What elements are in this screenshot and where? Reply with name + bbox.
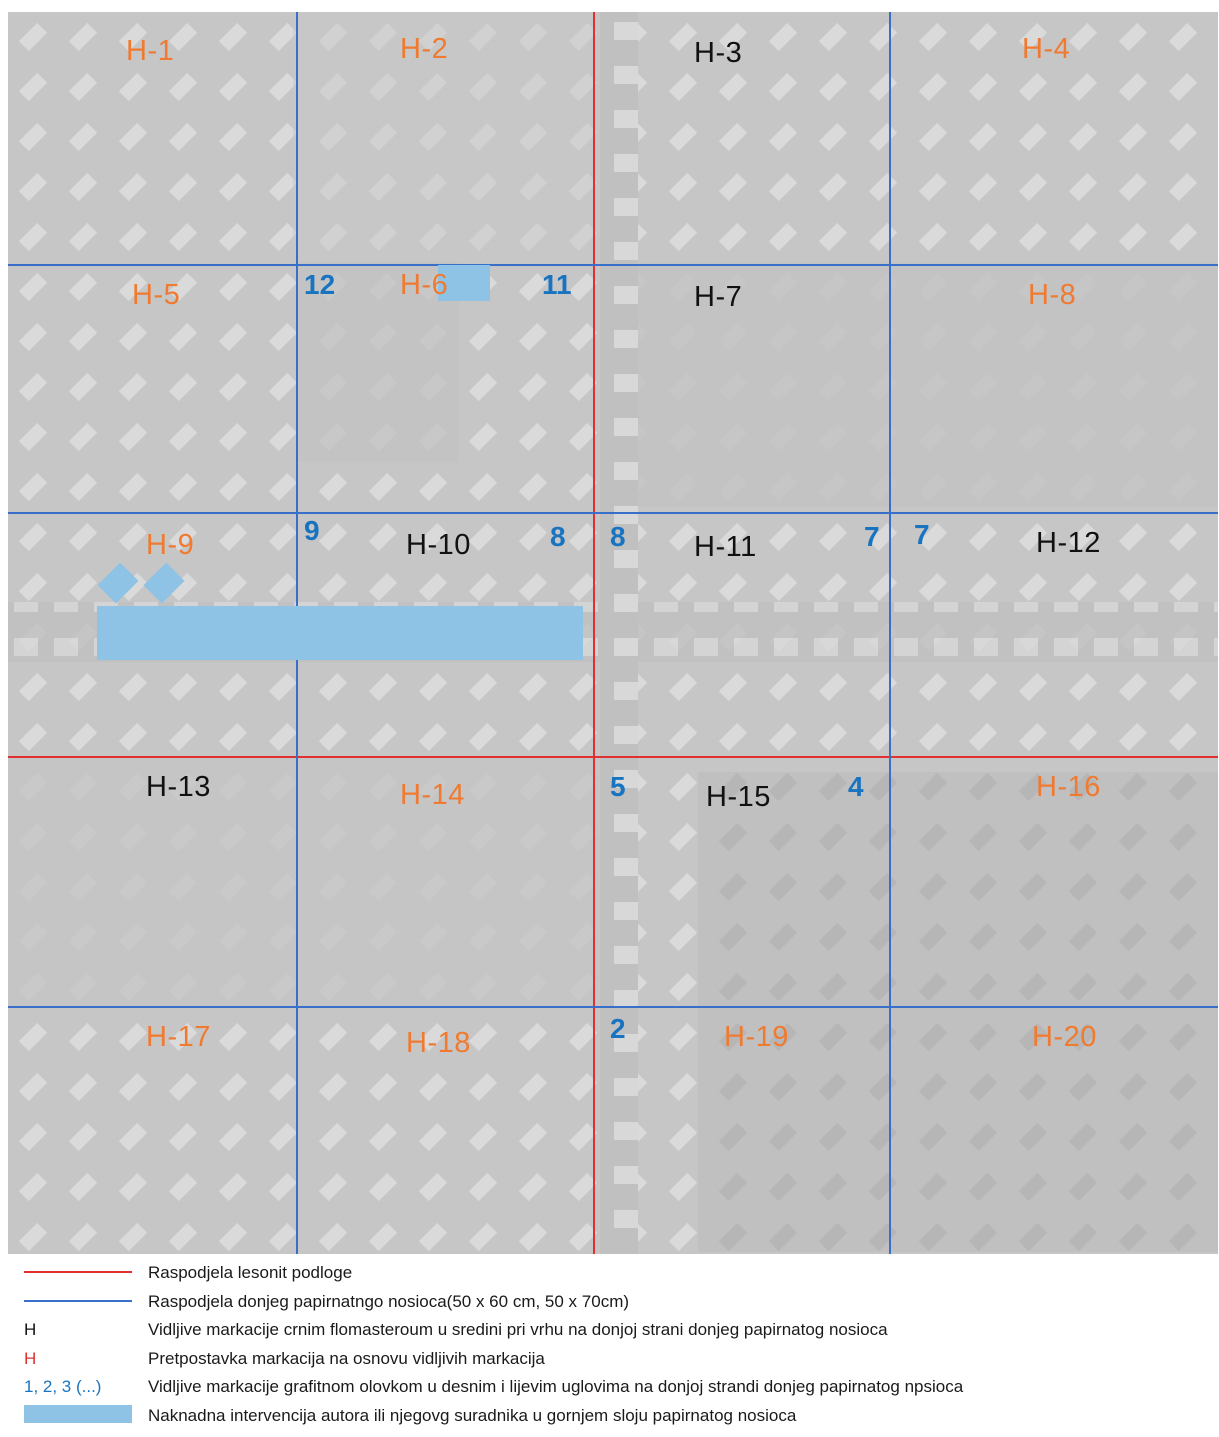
label-h-9: H-9 bbox=[146, 529, 195, 561]
label-h-3: H-3 bbox=[694, 37, 743, 69]
number-7-left: 7 bbox=[864, 521, 880, 552]
blue-horizontal-line-2 bbox=[8, 512, 1218, 514]
number-8-right: 8 bbox=[610, 521, 626, 552]
artwork-diagram: H-1 H-2 H-3 H-4 H-5 H-6 H-7 H-8 H-9 H-10… bbox=[8, 12, 1218, 1254]
label-h-16: H-16 bbox=[1036, 771, 1101, 803]
label-h-2: H-2 bbox=[400, 33, 449, 65]
label-h-14: H-14 bbox=[400, 779, 465, 811]
legend-row-black-h: H Vidljive markacije crnim flomasteroum … bbox=[8, 1315, 1208, 1344]
legend-row-red-line: Raspodjela lesonit podloge bbox=[8, 1258, 1208, 1287]
label-h-20: H-20 bbox=[1032, 1021, 1097, 1053]
label-h-12: H-12 bbox=[1036, 527, 1101, 559]
number-12: 12 bbox=[304, 269, 336, 300]
label-h-7: H-7 bbox=[694, 281, 743, 313]
blue-horizontal-line-3 bbox=[8, 1006, 1218, 1008]
intervention-rect-long bbox=[97, 606, 583, 660]
legend-text: Pretpostavka markacija na osnovu vidljiv… bbox=[148, 1348, 545, 1368]
legend: Raspodjela lesonit podloge Raspodjela do… bbox=[8, 1258, 1208, 1429]
blue-box-swatch bbox=[24, 1401, 144, 1429]
legend-text: Vidljive markacije crnim flomasteroum u … bbox=[148, 1320, 888, 1339]
number-7-right: 7 bbox=[914, 519, 930, 550]
number-2: 2 bbox=[610, 1013, 626, 1044]
legend-row-red-h: H Pretpostavka markacija na osnovu vidlj… bbox=[8, 1344, 1208, 1373]
red-horizontal-line bbox=[8, 756, 1218, 758]
legend-row-blue-box: Naknadna intervencija autora ili njegovg… bbox=[8, 1401, 1208, 1430]
number-11: 11 bbox=[542, 269, 572, 300]
legend-text: Vidljive markacije grafitnom olovkom u d… bbox=[148, 1377, 964, 1396]
diamond-pattern-background bbox=[8, 12, 1218, 1254]
label-h-13: H-13 bbox=[146, 771, 211, 803]
red-h-symbol: H bbox=[24, 1348, 37, 1368]
label-h-4: H-4 bbox=[1022, 33, 1071, 65]
label-h-18: H-18 bbox=[406, 1027, 471, 1059]
blue-numbers-symbol: 1, 2, 3 (...) bbox=[24, 1377, 102, 1396]
legend-text: Raspodjela lesonit podloge bbox=[148, 1263, 353, 1282]
label-h-15: H-15 bbox=[706, 781, 771, 813]
blue-vertical-line-2 bbox=[889, 12, 891, 1254]
blue-line-swatch bbox=[24, 1287, 144, 1315]
label-h-1: H-1 bbox=[126, 35, 175, 67]
legend-row-blue-numbers: 1, 2, 3 (...) Vidljive markacije grafitn… bbox=[8, 1372, 1208, 1401]
label-h-10: H-10 bbox=[406, 529, 471, 561]
label-h-8: H-8 bbox=[1028, 279, 1077, 311]
label-h-19: H-19 bbox=[724, 1021, 789, 1053]
label-h-6: H-6 bbox=[400, 269, 449, 301]
black-h-symbol: H bbox=[24, 1320, 37, 1339]
number-4: 4 bbox=[848, 771, 864, 802]
red-line-swatch bbox=[24, 1258, 144, 1286]
red-vertical-line bbox=[593, 12, 595, 1254]
legend-text: Raspodjela donjeg papirnatngo nosioca(50… bbox=[148, 1291, 630, 1311]
blue-horizontal-line-1 bbox=[8, 264, 1218, 266]
number-5: 5 bbox=[610, 771, 626, 802]
label-h-5: H-5 bbox=[132, 279, 181, 311]
legend-text: Naknadna intervencija autora ili njegovg… bbox=[148, 1405, 797, 1425]
label-h-11: H-11 bbox=[694, 531, 757, 563]
label-h-17: H-17 bbox=[146, 1021, 211, 1053]
number-9: 9 bbox=[304, 515, 320, 546]
intervention-rect-top bbox=[438, 265, 490, 301]
number-8-left: 8 bbox=[550, 521, 566, 552]
legend-row-blue-line: Raspodjela donjeg papirnatngo nosioca(50… bbox=[8, 1287, 1208, 1316]
